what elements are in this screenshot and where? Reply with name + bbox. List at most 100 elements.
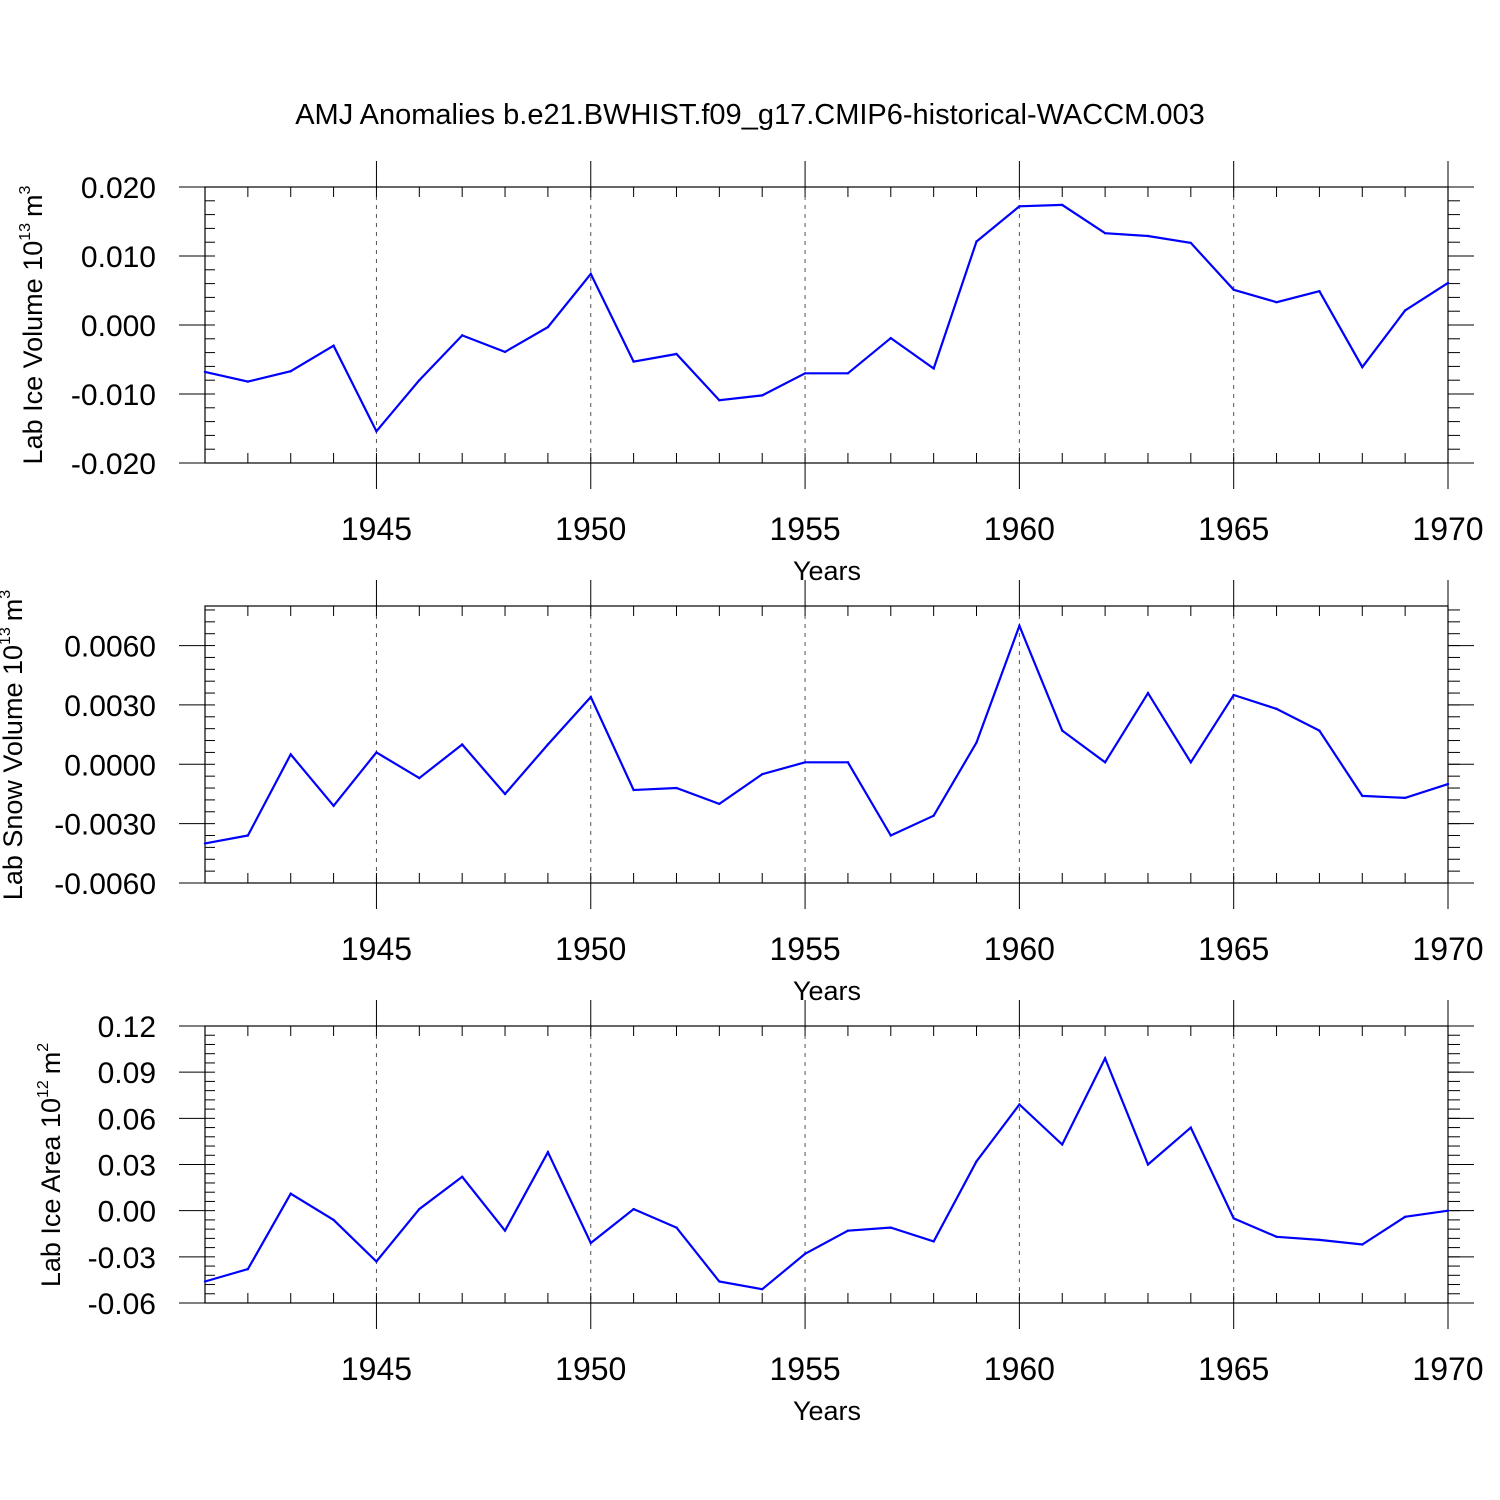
ylabel-text: Lab Snow Volume 10 [0, 645, 28, 900]
data-point [1446, 782, 1450, 786]
data-point [589, 1241, 592, 1245]
y-tick-label: -0.0030 [54, 809, 156, 842]
data-point [1361, 794, 1364, 798]
data-point [1061, 729, 1064, 732]
data-point [1275, 301, 1278, 304]
data-point [546, 1150, 550, 1154]
data-point [246, 834, 250, 837]
y-tick-label: -0.010 [71, 379, 156, 412]
data-point [589, 272, 592, 276]
data-point [1189, 761, 1193, 764]
data-point [375, 430, 378, 433]
data-point [503, 792, 507, 796]
ylabel-exponent: 12 [35, 1080, 52, 1098]
x-tick-label: 1970 [1412, 511, 1483, 547]
ylabel-unit-exponent: 3 [17, 185, 34, 194]
data-point [203, 370, 207, 374]
data-point [589, 695, 592, 699]
ylabel-text: Lab Ice Volume 10 [18, 241, 48, 465]
data-point [718, 1280, 721, 1283]
x-tick-label: 1965 [1198, 511, 1269, 547]
data-point [975, 1160, 978, 1163]
data-point [1189, 241, 1193, 245]
y-tick-label: 0.06 [98, 1103, 156, 1136]
data-point [1103, 1057, 1107, 1060]
data-point [332, 344, 335, 347]
plot-frame [204, 605, 1449, 884]
y-tick-label: 0.000 [81, 310, 156, 343]
data-point [846, 1229, 850, 1232]
y-tick-label: 0.0000 [64, 749, 156, 782]
y-tick-label: 0.0060 [64, 631, 156, 664]
x-tick-label: 1945 [341, 511, 412, 547]
x-tick-label: 1960 [984, 1351, 1055, 1387]
y-tick-label: 0.0030 [64, 690, 156, 723]
ylabel-unit: m [36, 1052, 66, 1075]
ylabel-unit: m [18, 194, 48, 217]
data-point [632, 1207, 635, 1211]
y-tick-label: 0.020 [81, 172, 156, 205]
data-point [889, 1226, 892, 1229]
data-point [975, 240, 978, 243]
data-point [203, 842, 207, 845]
data-point [375, 751, 378, 754]
data-series-line [204, 1055, 1449, 1291]
data-point [503, 1229, 507, 1232]
data-point [932, 814, 935, 817]
data-point [889, 336, 892, 340]
x-tick-label: 1965 [1198, 1351, 1269, 1387]
data-point [889, 834, 892, 837]
x-tick-label: 1960 [984, 931, 1055, 967]
data-point [1146, 1163, 1150, 1166]
x-tick-label: 1970 [1412, 931, 1483, 967]
data-point [203, 1280, 207, 1283]
data-point [1232, 288, 1235, 292]
ylabel-exponent: 13 [0, 627, 14, 645]
x-tick-label: 1955 [769, 511, 840, 547]
x-tick-label: 1960 [984, 511, 1055, 547]
panel-ice-area-ylabel: Lab Ice Area 1012 m2 [35, 1043, 66, 1287]
panel-ice-volume: Years Lab Ice Volume 1013 m3 0.020 0.010 0.… [17, 161, 1484, 586]
data-series-line [204, 622, 1449, 845]
plot-frame [204, 186, 1449, 464]
data-point [289, 1192, 292, 1195]
x-tick-label: 1965 [1198, 931, 1269, 967]
panel-snow-volume: Years Lab Snow Volume 1013 m3 0.0060 0.003… [0, 580, 1484, 1006]
ylabel-exponent: 13 [17, 223, 34, 241]
data-point [289, 753, 292, 756]
x-tick-label: 1955 [769, 1351, 840, 1387]
data-point [1061, 1143, 1064, 1146]
data-point [1146, 234, 1150, 238]
y-tick-label: 0.12 [98, 1011, 156, 1044]
panel-ice-volume-xlabel: Years [793, 556, 861, 586]
data-point [803, 1252, 807, 1255]
panel-ice-area: Years Lab Ice Area 1012 m2 0.12 0.09 0.06 0.… [35, 1000, 1484, 1426]
data-point [718, 399, 721, 402]
x-tick-label: 1955 [769, 931, 840, 967]
data-point [332, 1218, 335, 1222]
data-point [1361, 1243, 1364, 1246]
data-point [1446, 281, 1450, 285]
data-point [1318, 729, 1321, 732]
y-tick-label: -0.020 [71, 448, 156, 481]
data-series-line [204, 203, 1449, 434]
ylabel-unit-exponent: 3 [0, 590, 14, 599]
data-point [1061, 203, 1064, 207]
data-point [1275, 1235, 1278, 1239]
panel-snow-volume-ylabel: Lab Snow Volume 1013 m3 [0, 590, 28, 900]
data-point [1232, 1217, 1235, 1220]
data-point [1403, 309, 1407, 312]
data-point [1232, 693, 1235, 697]
data-point [675, 1226, 678, 1229]
data-point [332, 804, 335, 808]
data-point [1446, 1209, 1450, 1212]
data-point [1403, 796, 1407, 800]
data-point [460, 334, 464, 337]
x-tick-label: 1945 [341, 931, 412, 967]
data-point [761, 1287, 764, 1291]
x-tick-label: 1950 [555, 931, 626, 967]
panel-ice-area-xlabel: Years [793, 1396, 861, 1426]
panel-ice-volume-ylabel: Lab Ice Volume 1013 m3 [17, 185, 48, 464]
data-point [289, 370, 292, 373]
